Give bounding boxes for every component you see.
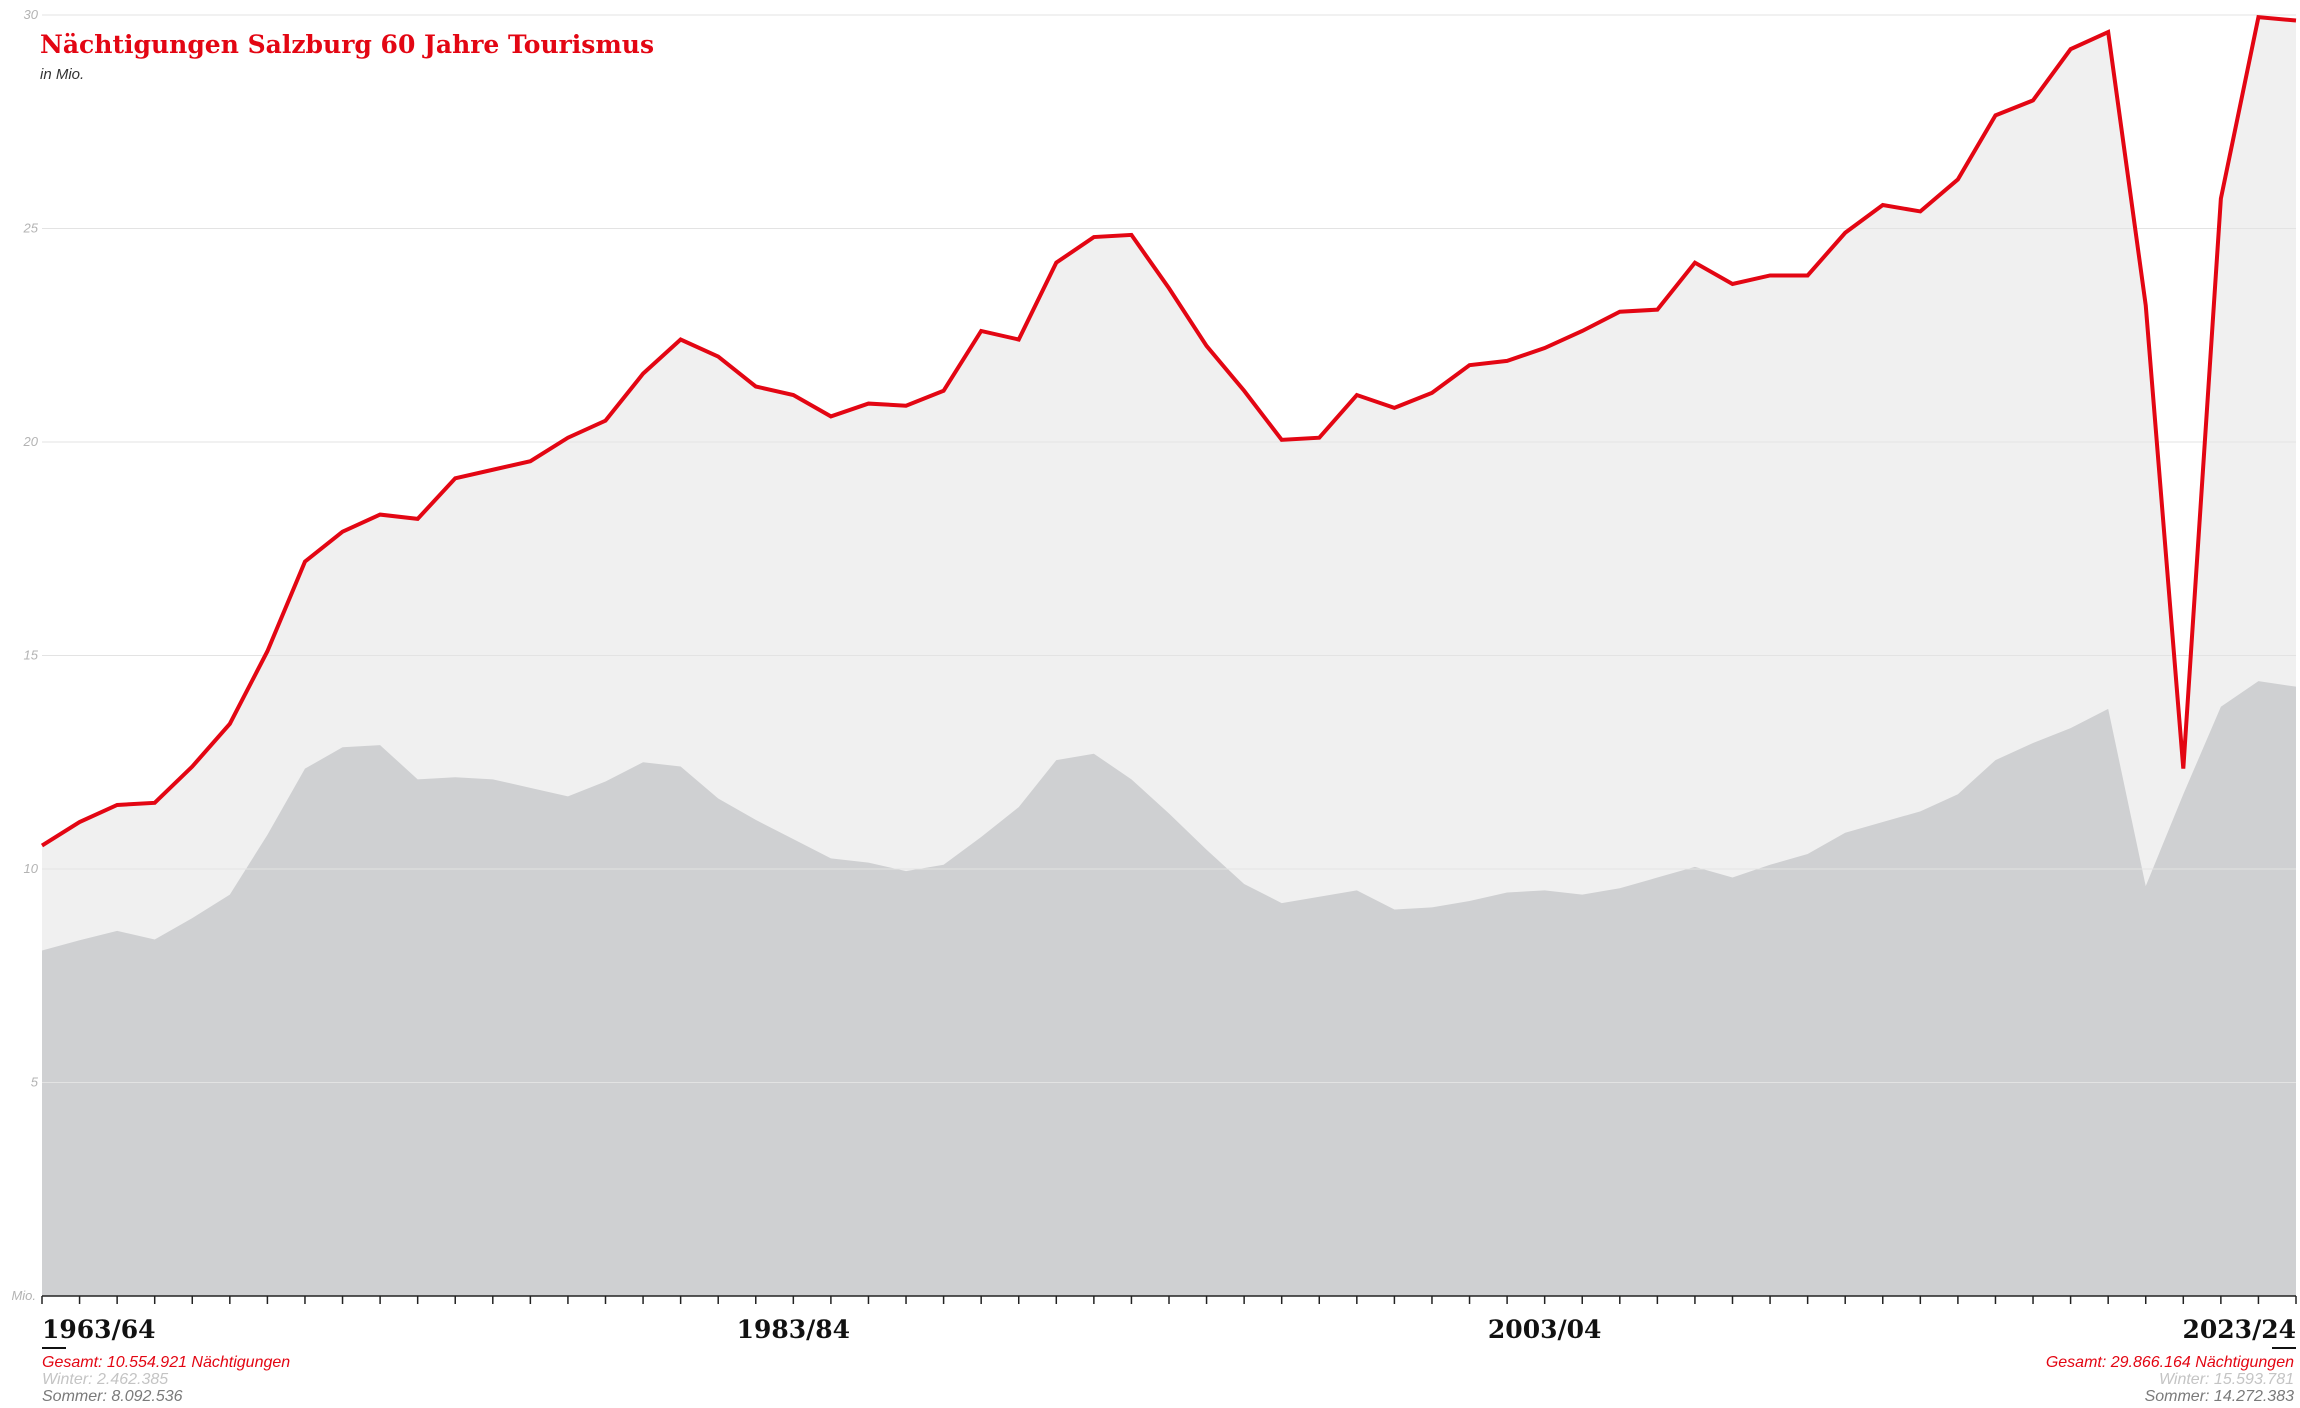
y-tick-label-15: 15: [24, 648, 39, 663]
x-axis: [41, 1295, 2297, 1304]
x-label-1963/64: 1963/64: [42, 1315, 156, 1344]
y-tick-label-30: 30: [24, 7, 39, 22]
y-tick-label-10: 10: [24, 861, 39, 876]
y-tick-label-25: 25: [23, 221, 39, 236]
first-season-note: Gesamt: 10.554.921 Nächtigungen Winter: …: [42, 1354, 290, 1405]
first-winter-label: Winter: 2.462.385: [42, 1371, 169, 1388]
last-total-label: Gesamt: 29.866.164 Nächtigungen: [2045, 1354, 2294, 1371]
x-label-2003/04: 2003/04: [1488, 1315, 1602, 1344]
y-axis-ticks: 5 10 15 20 25 30 Mio.: [11, 7, 38, 1303]
chart-title: Nächtigungen Salzburg 60 Jahre Tourismus: [40, 30, 655, 59]
total-line: [40, 14, 2297, 848]
y-tick-label-5: 5: [31, 1075, 39, 1090]
area-layer: [42, 17, 2296, 1296]
first-summer-label: Sommer: 8.092.536: [42, 1388, 183, 1405]
x-axis-labels: 1963/64 1983/84 2003/04 2023/24: [42, 1315, 2296, 1349]
last-winter-label: Winter: 15.593.781: [2158, 1371, 2294, 1388]
y-unit-label: Mio.: [11, 1288, 36, 1303]
last-season-note: Gesamt: 29.866.164 Nächtigungen Winter: …: [2046, 1354, 2294, 1405]
x-label-1983/84: 1983/84: [737, 1315, 851, 1344]
chart-subtitle: in Mio.: [40, 66, 85, 83]
summer-area: [42, 681, 2296, 1296]
last-summer-label: Sommer: 14.272.383: [2144, 1388, 2294, 1405]
line-layer: [40, 14, 2297, 848]
gridlines: [42, 14, 2296, 1083]
x-label-2023/24: 2023/24: [2182, 1315, 2296, 1344]
first-total-label: Gesamt: 10.554.921 Nächtigungen: [42, 1354, 291, 1371]
y-tick-label-20: 20: [23, 434, 39, 449]
